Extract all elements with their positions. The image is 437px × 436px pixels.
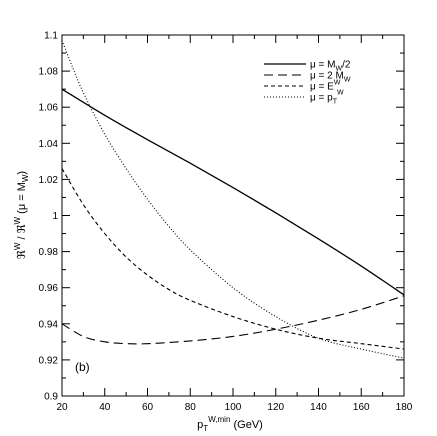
x-axis-label: pTW,min (GeV) (197, 415, 263, 433)
x-tick-label: 120 (267, 402, 284, 413)
legend-entry-4: μ = pTW (310, 90, 344, 106)
series-line-4 (61, 40, 405, 359)
y-tick-label: 1.1 (44, 31, 58, 42)
x-tick-label: 100 (225, 402, 242, 413)
y-tick-label: 0.92 (39, 355, 59, 366)
panel-label: (b) (75, 360, 90, 374)
y-tick-label: 1.02 (39, 175, 59, 186)
y-tick-label: 0.94 (39, 319, 59, 330)
y-tick-label: 0.98 (39, 247, 59, 258)
y-tick-label: 1.06 (39, 103, 59, 114)
plot-frame (61, 34, 405, 397)
legend-entry-1: μ = MW/2 (310, 60, 351, 73)
legend-entry-3: μ = EW (310, 80, 341, 93)
x-tick-label: 40 (99, 402, 111, 413)
x-tick-label: 60 (142, 402, 154, 413)
y-tick-label: 1.08 (39, 67, 59, 78)
x-tick-label: 180 (396, 402, 413, 413)
y-tick-label: 0.96 (39, 283, 59, 294)
y-tick-label: 1.04 (39, 139, 59, 150)
y-tick-label: 1 (52, 211, 58, 222)
x-tick-label: 20 (56, 402, 68, 413)
x-tick-label: 160 (353, 402, 370, 413)
series-line-3 (61, 168, 405, 350)
y-axis-label: ℜW / ℜW (μ = MW) (13, 171, 30, 259)
legend-entry-2: μ = 2 MW (310, 71, 351, 84)
y-tick-label: 0.9 (44, 392, 58, 403)
x-tick-label: 140 (310, 402, 327, 413)
x-tick-label: 80 (185, 402, 197, 413)
series-line-1 (61, 88, 405, 296)
series-line-2 (61, 295, 405, 345)
